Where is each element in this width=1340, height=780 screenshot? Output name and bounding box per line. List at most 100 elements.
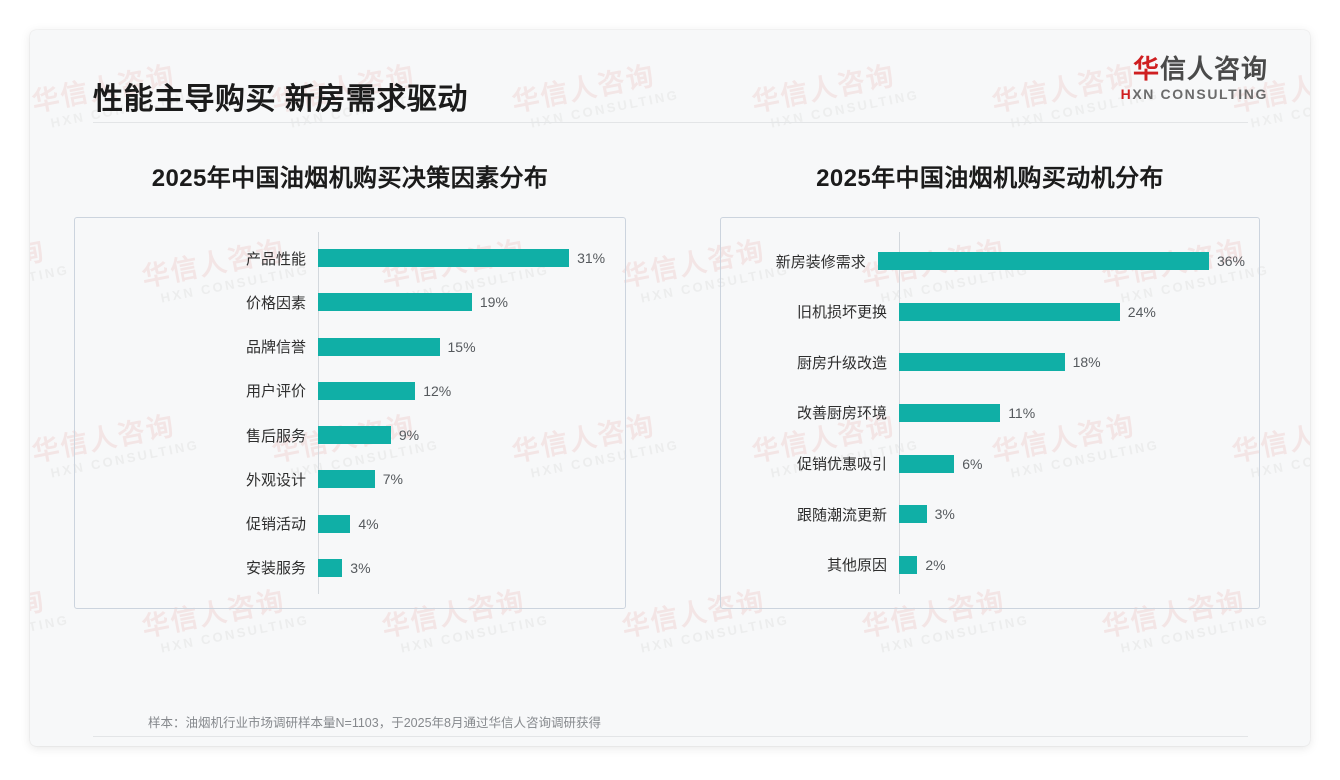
bar-row: 产品性能 31% [75, 249, 611, 268]
bar-track: 12% [318, 381, 611, 400]
bar-value-label: 6% [962, 455, 983, 472]
bar-row: 售后服务 9% [75, 426, 611, 445]
bar-row: 其他原因 2% [721, 555, 1245, 575]
bar-row: 用户评价 12% [75, 381, 611, 401]
bar-category-label: 厨房升级改造 [796, 354, 887, 372]
bar-category-label: 品牌信誉 [245, 339, 306, 357]
watermark-english: HXN CONSULTING [399, 611, 551, 656]
watermark-english: HXN CONSULTING [159, 611, 311, 656]
page-title: 性能主导购买 新房需求驱动 [93, 83, 468, 116]
bar-track: 4% [318, 514, 611, 533]
bar-fill [877, 252, 1209, 271]
watermark-english: HXN CONSULTING [639, 611, 791, 656]
bar-category-label: 改善厨房环境 [796, 405, 887, 423]
bar-value-label: 9% [398, 427, 420, 444]
bar-rows-left: 产品性能 31% 价格因素 19% 品牌信誉 15% 用户评价 12% 售后服务 9% 外观设计 7%… [75, 218, 625, 608]
bar-track: 31% [318, 249, 611, 268]
logo-char-hua: 华 [1132, 54, 1160, 84]
bar-value-label: 19% [479, 294, 508, 311]
watermark-english: HXN CONSULTING [879, 611, 1031, 656]
bar-category-label: 产品性能 [245, 250, 306, 268]
bar-fill [318, 381, 416, 400]
bar-track: 6% [899, 454, 1245, 473]
bar-fill [318, 470, 375, 489]
bar-category-label: 其他原因 [826, 557, 887, 575]
bar-track: 7% [318, 470, 611, 489]
bar-row: 跟随潮流更新 3% [721, 505, 1245, 524]
bar-track: 9% [318, 426, 611, 445]
logo-en-initial: H [1120, 86, 1133, 103]
charts-container: 2025年中国油烟机购买决策因素分布 产品性能 31% 价格因素 19% 品牌信誉 15%… [30, 158, 1310, 609]
logo-chinese-text: 华信人咨询 [1121, 55, 1268, 83]
bar-category-label: 促销活动 [245, 516, 306, 534]
bar-value-label: 31% [577, 250, 606, 267]
bar-category-label: 跟随潮流更新 [796, 506, 887, 524]
logo-text-rest: 信人咨询 [1159, 54, 1268, 84]
chart-block-decision-factors: 2025年中国油烟机购买决策因素分布 产品性能 31% 价格因素 19% 品牌信誉 15%… [30, 158, 670, 609]
bar-fill [899, 505, 927, 524]
bar-category-label: 新房装修需求 [775, 253, 866, 271]
bar-row: 价格因素 19% [75, 293, 611, 312]
bar-category-label: 旧机损坏更换 [796, 304, 887, 322]
bar-value-label: 15% [447, 338, 476, 355]
bar-value-label: 36% [1216, 253, 1245, 270]
bar-fill [899, 403, 1001, 422]
bar-fill [318, 558, 343, 577]
watermark-english: HXN CONSULTING [1119, 611, 1271, 656]
header-divider [93, 122, 1248, 123]
bar-row: 改善厨房环境 11% [721, 403, 1245, 423]
bar-value-label: 24% [1127, 303, 1156, 320]
bar-category-label: 用户评价 [245, 383, 306, 401]
bar-track: 18% [899, 353, 1245, 372]
chart-axis-line-left [318, 232, 319, 594]
company-logo: 华信人咨询 HXN CONSULTING [1121, 55, 1268, 103]
bar-track: 11% [899, 403, 1245, 422]
logo-en-rest: XN CONSULTING [1132, 86, 1268, 103]
sample-note: 样本：油烟机行业市场调研样本量N=1103，于2025年8月通过华信人咨询调研获… [148, 716, 601, 730]
watermark-english: HXN CONSULTING [30, 611, 71, 656]
chart-panel-left: 产品性能 31% 价格因素 19% 品牌信誉 15% 用户评价 12% 售后服务 9% 外观设计 7%… [74, 217, 626, 609]
bar-fill [899, 555, 918, 574]
footer-divider [93, 736, 1248, 737]
bar-category-label: 价格因素 [245, 294, 306, 312]
bar-row: 品牌信誉 15% [75, 337, 611, 357]
chart-title-right: 2025年中国油烟机购买动机分布 [816, 165, 1164, 192]
chart-block-purchase-motivation: 2025年中国油烟机购买动机分布 新房装修需求 36% 旧机损坏更换 24% 厨房升级改… [670, 158, 1310, 609]
bar-value-label: 2% [925, 556, 946, 573]
bar-category-label: 促销优惠吸引 [796, 456, 887, 474]
slide-header: 性能主导购买 新房需求驱动 华信人咨询 HXN CONSULTING [30, 30, 1310, 122]
bar-track: 3% [899, 505, 1245, 524]
bar-row: 厨房升级改造 18% [721, 353, 1245, 372]
bar-row: 旧机损坏更换 24% [721, 302, 1245, 322]
bar-track: 19% [318, 293, 611, 312]
logo-english-text: HXN CONSULTING [1121, 86, 1268, 103]
bar-category-label: 外观设计 [245, 471, 306, 489]
bar-fill [318, 337, 440, 356]
bar-track: 36% [877, 252, 1245, 271]
bar-value-label: 18% [1072, 354, 1101, 371]
bar-value-label: 3% [934, 506, 955, 523]
bar-row: 促销优惠吸引 6% [721, 454, 1245, 474]
bar-row: 新房装修需求 36% [721, 252, 1245, 271]
bar-fill [899, 353, 1065, 372]
bar-category-label: 售后服务 [245, 427, 306, 445]
bar-row: 安装服务 3% [75, 558, 611, 578]
bar-track: 2% [899, 555, 1245, 574]
bar-value-label: 11% [1008, 404, 1036, 421]
bar-fill [318, 293, 472, 312]
slide-card: 华信人咨询 HXN CONSULTING 华信人咨询 HXN CONSULTING 华信… [30, 30, 1310, 746]
bar-value-label: 3% [350, 559, 371, 576]
bar-row: 促销活动 4% [75, 514, 611, 534]
bar-fill [318, 249, 570, 268]
chart-title-left: 2025年中国油烟机购买决策因素分布 [151, 165, 549, 192]
bar-rows-right: 新房装修需求 36% 旧机损坏更换 24% 厨房升级改造 18% 改善厨房环境 11% 促销优惠… [721, 218, 1259, 608]
bar-row: 外观设计 7% [75, 470, 611, 489]
bar-fill [899, 302, 1120, 321]
bar-fill [899, 454, 955, 473]
bar-value-label: 12% [423, 382, 452, 399]
slide-footer: ©2025.10 HXR华信人咨询 www.hxrcon.com [30, 736, 1310, 746]
bar-category-label: 安装服务 [245, 560, 306, 578]
bar-fill [318, 514, 351, 533]
bar-track: 3% [318, 558, 611, 577]
bar-value-label: 7% [382, 471, 403, 488]
